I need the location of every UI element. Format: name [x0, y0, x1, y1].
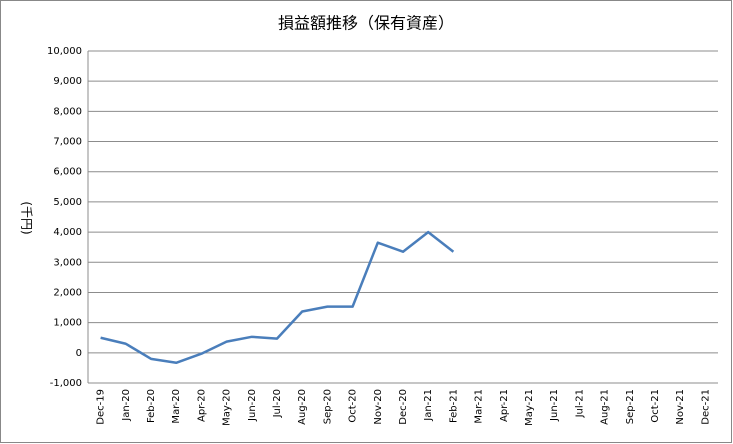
- y-tick-label: 0: [76, 348, 82, 359]
- x-tick-label: Mar-20: [171, 389, 182, 424]
- x-tick-label: Apr-20: [196, 389, 207, 422]
- y-tick-label: 9,000: [53, 76, 82, 87]
- x-tick-label: Jan-20: [121, 389, 132, 422]
- y-tick-label: -1,000: [50, 378, 82, 389]
- x-tick-label: Jul-21: [574, 389, 585, 418]
- y-tick-label: 1,000: [53, 318, 82, 329]
- x-tick-label: Apr-21: [499, 389, 510, 422]
- x-tick-label: Jun-21: [549, 389, 560, 422]
- x-tick-label: May-21: [524, 389, 535, 426]
- x-tick-label: Aug-20: [297, 389, 308, 425]
- y-tick-label: 10,000: [47, 46, 82, 57]
- x-tick-label: Nov-20: [373, 389, 384, 425]
- y-tick-label: 2,000: [53, 287, 82, 298]
- x-tick-label: Aug-21: [600, 389, 611, 425]
- x-tick-label: Jun-20: [247, 389, 258, 422]
- y-tick-label: 3,000: [53, 257, 82, 268]
- x-tick-label: Dec-21: [700, 389, 711, 425]
- data-line: [100, 230, 455, 365]
- x-tick-label: Dec-19: [96, 389, 107, 425]
- chart-title: 損益額推移（保有資産）: [278, 14, 454, 33]
- x-tick-label: Mar-21: [474, 389, 485, 424]
- y-tick-label: 8,000: [53, 106, 82, 117]
- x-tick-label: Feb-21: [448, 389, 459, 423]
- y-tick-label: 4,000: [53, 227, 82, 238]
- x-tick-label: Oct-20: [348, 389, 359, 423]
- x-tick-label: Dec-20: [398, 389, 409, 425]
- y-axis-label: (千円): [20, 201, 34, 234]
- x-tick-label: Jul-20: [272, 389, 283, 418]
- x-tick-label: May-20: [222, 389, 233, 426]
- y-tick-label: 7,000: [53, 137, 82, 148]
- x-tick-label: Nov-21: [675, 389, 686, 425]
- x-tick-label: Sep-21: [625, 389, 636, 424]
- x-tick-label: Feb-20: [146, 389, 157, 423]
- y-tick-label: 5,000: [53, 197, 82, 208]
- x-tick-label: Oct-21: [650, 389, 661, 423]
- y-tick-label: 6,000: [53, 167, 82, 178]
- x-tick-label: Jan-21: [423, 389, 434, 422]
- x-tick-label: Sep-20: [322, 389, 333, 424]
